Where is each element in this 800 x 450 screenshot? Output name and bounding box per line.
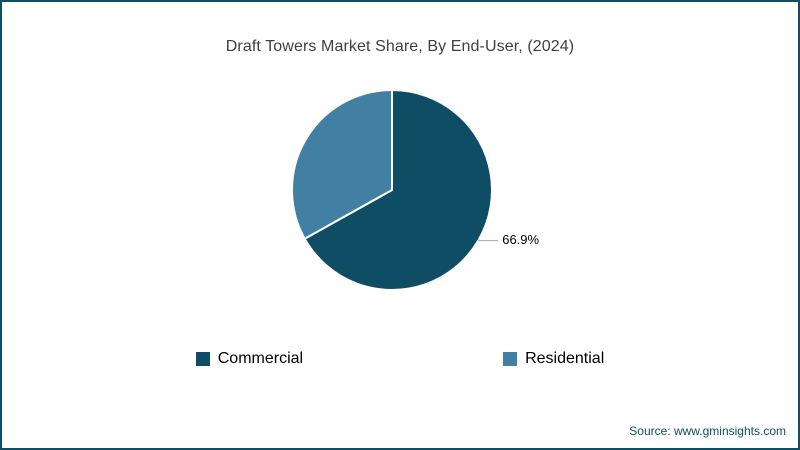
- pie-slice-residential[interactable]: [290, 89, 393, 240]
- legend-label-commercial: Commercial: [217, 350, 304, 367]
- legend-label-residential: Residential: [525, 350, 605, 367]
- legend-swatch-commercial: [195, 352, 210, 366]
- legend-swatch-residential: [503, 352, 518, 366]
- legend: Commercial Residential: [2, 350, 798, 368]
- chart-title: Draft Towers Market Share, By End-User, …: [225, 38, 575, 55]
- pie-chart-area: 66.9%: [2, 87, 798, 302]
- legend-item-residential[interactable]: Residential: [503, 350, 604, 368]
- slice-value-label: 66.9%: [502, 232, 539, 247]
- pie-slice-commercial[interactable]: [303, 89, 493, 291]
- source-attribution: Source: www.gminsights.com: [629, 424, 786, 438]
- pie-chart: 66.9%: [290, 89, 540, 291]
- legend-item-commercial[interactable]: Commercial: [195, 350, 304, 368]
